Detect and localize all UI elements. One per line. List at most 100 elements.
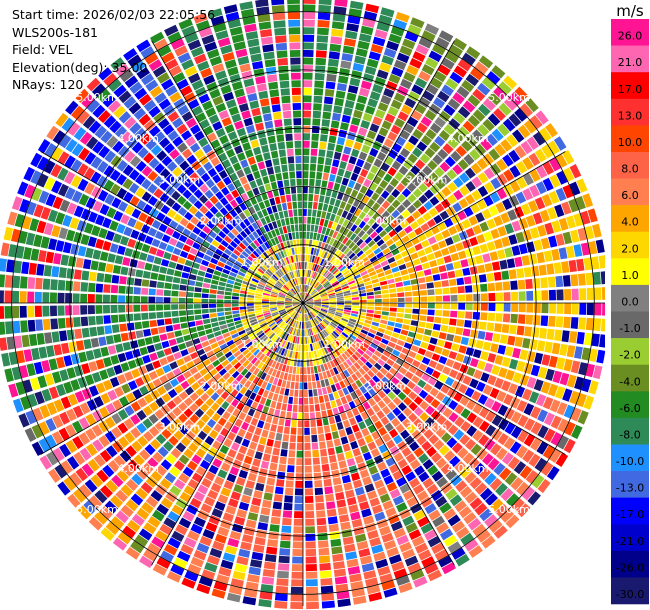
- ppi-cell: [304, 450, 312, 458]
- ppi-cell: [345, 239, 352, 247]
- ppi-cell: [465, 347, 475, 356]
- ppi-cell: [125, 286, 134, 295]
- ppi-cell: [276, 318, 283, 324]
- ppi-cell: [303, 140, 310, 148]
- ppi-cell: [51, 266, 60, 278]
- ppi-cell: [329, 237, 335, 246]
- ppi-cell: [145, 363, 155, 372]
- ppi-cell: [204, 272, 213, 279]
- ppi-cell: [297, 247, 300, 254]
- ppi-cell: [353, 362, 361, 370]
- ppi-cell: [305, 556, 317, 564]
- ppi-cell: [142, 418, 153, 429]
- ppi-cell: [272, 274, 279, 281]
- ppi-cell: [318, 555, 331, 564]
- ppi-cell: [315, 283, 322, 290]
- ppi-cell: [315, 256, 320, 264]
- ppi-cell: [38, 421, 50, 436]
- ppi-cell: [60, 254, 70, 266]
- ppi-cell: [277, 471, 286, 480]
- ppi-cell: [584, 225, 595, 240]
- ppi-cell: [238, 445, 248, 455]
- ppi-cell: [303, 125, 311, 133]
- ppi-cell: [419, 400, 429, 411]
- ppi-cell: [332, 330, 340, 337]
- ppi-cell: [179, 250, 189, 259]
- ppi-cell: [418, 423, 429, 434]
- ppi-cell: [454, 404, 465, 415]
- ppi-cell: [388, 428, 399, 439]
- ppi-cell: [254, 272, 262, 279]
- ppi-cell: [409, 272, 417, 279]
- ppi-cell: [379, 243, 388, 251]
- ppi-cell: [278, 260, 284, 267]
- ppi-cell: [435, 303, 443, 309]
- ppi-cell: [334, 414, 342, 423]
- ppi-cell: [178, 291, 187, 297]
- ppi-cell: [191, 472, 203, 483]
- ppi-cell: [359, 469, 370, 479]
- ppi-cell: [278, 555, 290, 564]
- ppi-cell: [473, 303, 481, 311]
- ppi-cell: [438, 110, 451, 122]
- ppi-cell: [408, 412, 418, 423]
- ppi-cell: [463, 206, 474, 217]
- ppi-cell: [476, 381, 486, 392]
- ppi-cell: [3, 226, 14, 241]
- ppi-cell: [214, 163, 224, 173]
- ppi-cell: [336, 591, 350, 600]
- ppi-cell: [215, 102, 227, 113]
- ppi-cell: [376, 69, 389, 80]
- ppi-cell: [316, 349, 321, 357]
- ppi-cell: [0, 321, 6, 335]
- ppi-cell: [391, 66, 404, 78]
- ppi-cell: [512, 347, 521, 359]
- colorbar-swatch: [611, 524, 649, 552]
- ppi-cell: [484, 332, 494, 341]
- ppi-cell: [367, 295, 375, 299]
- ppi-cell: [548, 355, 558, 368]
- ppi-cell: [407, 266, 416, 274]
- ppi-cell: [94, 490, 108, 504]
- ppi-cell: [213, 270, 222, 277]
- ppi-cell: [84, 374, 95, 386]
- ppi-cell: [271, 5, 285, 13]
- ppi-cell: [411, 314, 420, 320]
- ppi-cell: [501, 356, 511, 368]
- ppi-cell: [392, 396, 402, 406]
- ppi-cell: [346, 457, 356, 467]
- ppi-cell: [345, 426, 353, 436]
- ppi-cell: [427, 535, 441, 548]
- ppi-cell: [253, 203, 261, 212]
- ppi-cell: [511, 498, 525, 512]
- ppi-cell: [293, 526, 303, 534]
- ppi-cell: [405, 261, 414, 268]
- ppi-cell: [414, 227, 423, 236]
- ppi-cell: [321, 463, 330, 472]
- ppi-cell: [448, 278, 457, 286]
- ppi-cell: [297, 352, 301, 359]
- ppi-cell: [156, 150, 168, 162]
- ppi-cell: [327, 312, 335, 317]
- ppi-cell: [299, 329, 302, 337]
- ppi-cell: [458, 303, 466, 310]
- ppi-cell: [188, 274, 197, 281]
- ppi-cell: [361, 427, 370, 437]
- ppi-cell: [263, 152, 271, 161]
- ppi-cell: [438, 129, 451, 142]
- ppi-cell: [300, 352, 303, 360]
- ppi-cell: [591, 333, 600, 347]
- ppi-cell: [281, 403, 287, 411]
- ppi-cell: [442, 295, 450, 302]
- ppi-cell: [63, 381, 74, 394]
- ppi-cell: [385, 184, 395, 194]
- ppi-cell: [288, 290, 295, 296]
- ppi-cell: [115, 63, 130, 77]
- ppi-cell: [204, 41, 218, 52]
- ppi-cell: [231, 267, 239, 274]
- ppi-cell: [323, 251, 328, 259]
- ppi-cell: [361, 144, 371, 154]
- ppi-cell: [438, 555, 453, 568]
- ppi-cell: [274, 316, 281, 322]
- ppi-cell: [414, 369, 424, 378]
